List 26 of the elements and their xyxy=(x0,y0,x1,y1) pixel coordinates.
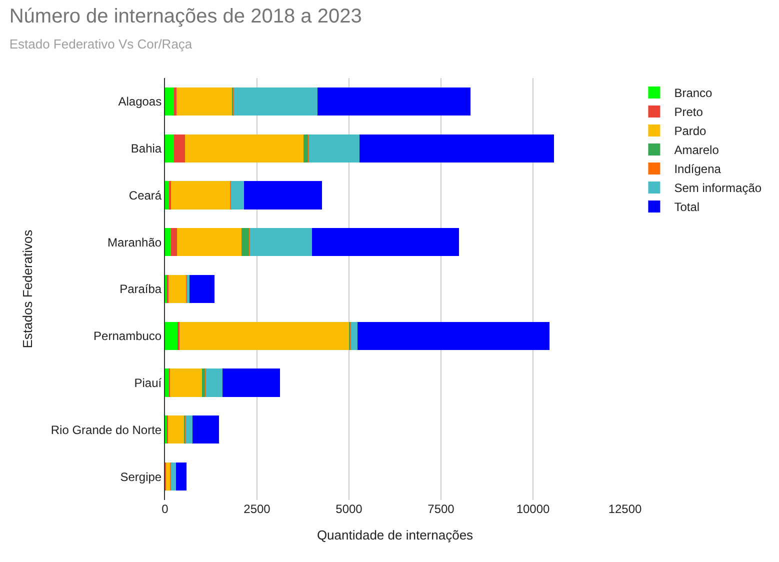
x-tick-label: 2500 xyxy=(244,502,271,516)
y-tick-label: Maranhão xyxy=(108,235,162,250)
x-tick-label: 7500 xyxy=(428,502,455,516)
legend-label: Pardo xyxy=(674,124,707,138)
legend-label: Preto xyxy=(674,105,704,120)
y-axis-title: Estados Federativos xyxy=(20,229,35,348)
y-tick-label: Piauí xyxy=(134,376,162,390)
y-tick-label: Bahia xyxy=(130,142,162,156)
y-tick-label: Sergipe xyxy=(120,470,162,484)
x-tick-label: 5000 xyxy=(336,502,363,516)
y-tick-label: Paraíba xyxy=(120,282,162,296)
legend-label: Indígena xyxy=(674,162,722,176)
legend-label: Amarelo xyxy=(674,143,720,158)
y-tick-label: Pernambuco xyxy=(94,329,162,344)
chart-title: Número de internações de 2018 a 2023 xyxy=(9,5,362,28)
y-tick-label: Rio Grande do Norte xyxy=(50,422,162,437)
chart-subtitle: Estado Federativo Vs Cor/Raça xyxy=(9,36,193,52)
x-tick-label: 12500 xyxy=(608,502,642,516)
y-tick-label: Alagoas xyxy=(118,94,162,109)
legend-label: Branco xyxy=(674,86,713,100)
x-tick-label: 0 xyxy=(162,502,169,516)
x-axis-title: Quantidade de internações xyxy=(316,528,474,543)
legend-label: Total xyxy=(674,200,700,214)
x-tick-label: 10000 xyxy=(516,502,550,516)
y-tick-label: Ceará xyxy=(128,188,162,202)
legend-label: Sem informação xyxy=(674,181,762,196)
